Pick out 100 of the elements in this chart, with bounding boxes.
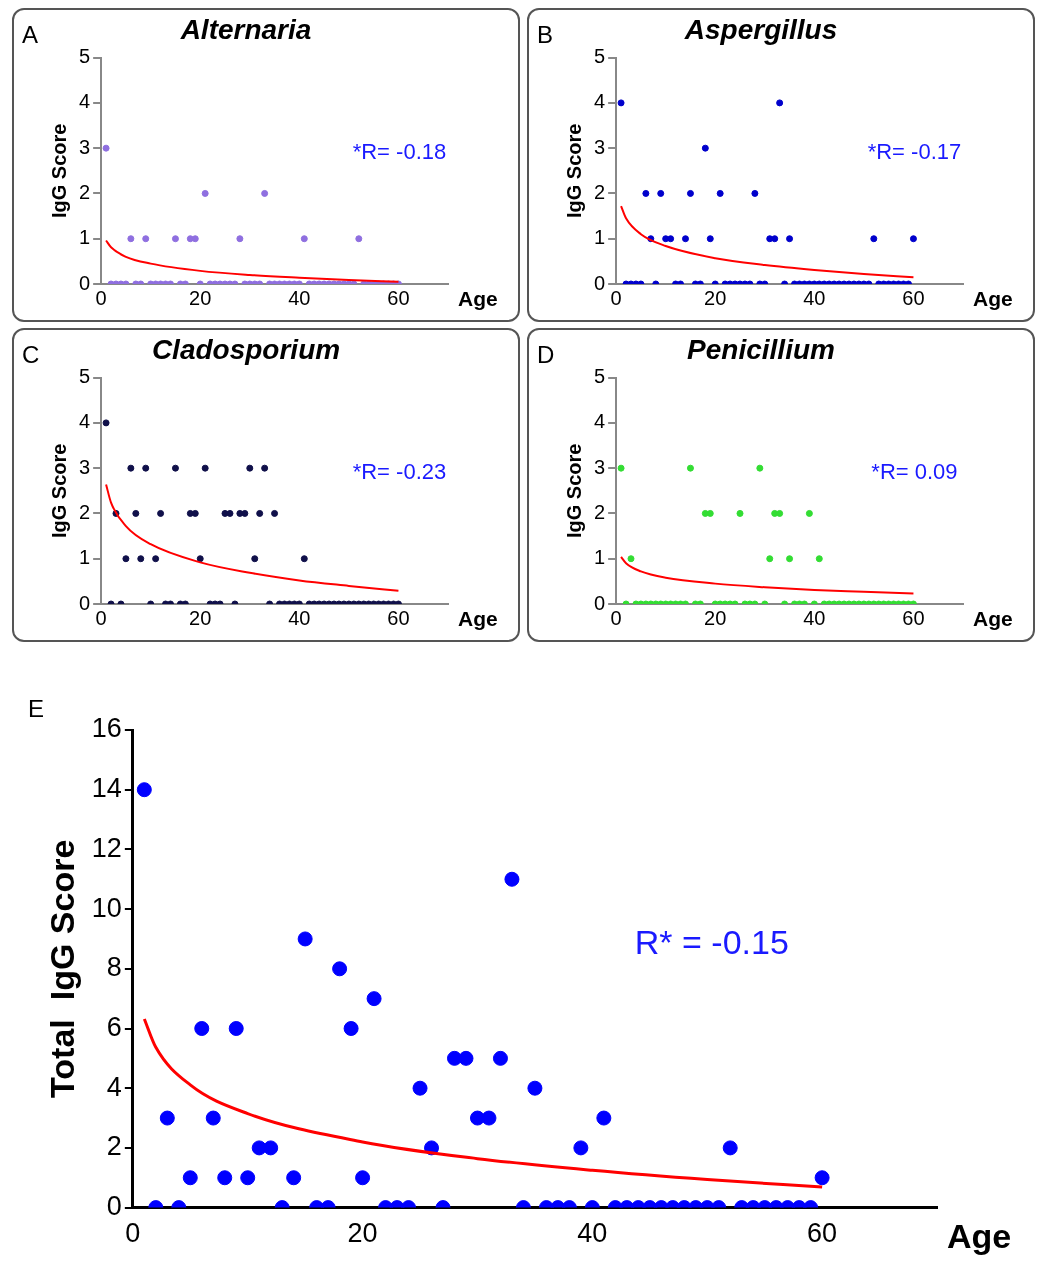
- y-axis-title: IgG Score: [562, 123, 585, 219]
- y-tick-label: 0: [594, 591, 606, 614]
- line-series: [105, 483, 400, 592]
- line-series: [620, 555, 915, 595]
- y-tick-label: 4: [594, 90, 606, 113]
- x-tick-label: 60: [387, 606, 410, 629]
- chart-title: Aspergillus: [683, 13, 838, 45]
- text: D: [537, 340, 555, 368]
- y-axis-title: IgG Score: [47, 443, 70, 539]
- x-tick-label: 60: [807, 1218, 838, 1249]
- y-tick-label: 1: [79, 226, 91, 249]
- x-tick-label: 40: [288, 286, 311, 309]
- x-tick-label: 20: [704, 606, 727, 629]
- point: [256, 509, 264, 517]
- point: [706, 235, 714, 243]
- y-axis-title: Total IgG Score: [42, 839, 81, 1098]
- y-tick-label: 8: [106, 952, 122, 983]
- point: [251, 555, 259, 563]
- point: [132, 509, 140, 517]
- y-tick-label: 1: [594, 226, 606, 249]
- x-tick-label: 0: [610, 606, 622, 629]
- y-tick-label: 10: [91, 892, 122, 923]
- point: [805, 509, 813, 517]
- chart-title: Cladosporium: [151, 333, 341, 365]
- y-tick-label: 12: [91, 832, 122, 863]
- y-tick-label: 5: [79, 365, 91, 388]
- y-tick-label: 14: [91, 773, 122, 804]
- x-tick-label: 60: [387, 286, 410, 309]
- point: [127, 464, 135, 472]
- point: [152, 555, 160, 563]
- point: [271, 509, 279, 517]
- y-tick-label: 2: [594, 500, 606, 523]
- point: [300, 555, 308, 563]
- y-tick-label: 4: [79, 90, 91, 113]
- x-tick-label: 0: [125, 1218, 141, 1249]
- point: [171, 464, 179, 472]
- y-tick-label: 2: [79, 500, 91, 523]
- y-tick-label: 0: [106, 1191, 122, 1222]
- point: [870, 235, 878, 243]
- x-axis-title: Age: [458, 607, 498, 631]
- annotation: *R= -0.23: [352, 458, 447, 484]
- point: [617, 464, 625, 472]
- y-tick-label: 4: [594, 410, 606, 433]
- point: [756, 464, 764, 472]
- x-tick-label: 40: [577, 1218, 608, 1249]
- point: [102, 419, 110, 427]
- y-tick-label: 0: [594, 271, 606, 294]
- point: [776, 99, 784, 107]
- y-tick-label: 1: [594, 546, 606, 569]
- point: [751, 189, 759, 197]
- point: [909, 235, 917, 243]
- point: [701, 144, 709, 152]
- line-series: [620, 205, 915, 279]
- point: [226, 509, 234, 517]
- annotation: *R= -0.18: [352, 138, 447, 164]
- point: [776, 509, 784, 517]
- point: [667, 235, 675, 243]
- y-axis-title: IgG Score: [47, 123, 70, 219]
- y-axis-title: IgG Score: [562, 443, 585, 539]
- x-tick-label: 20: [189, 286, 212, 309]
- x-axis-title: Age: [947, 1216, 1012, 1255]
- point: [137, 555, 145, 563]
- y-tick-label: 4: [79, 410, 91, 433]
- chart-title: Penicillium: [687, 333, 835, 365]
- annotation: *R= -0.17: [867, 138, 962, 164]
- point: [627, 555, 635, 563]
- point: [246, 464, 254, 472]
- y-tick-label: 16: [91, 713, 122, 744]
- y-tick-label: 5: [594, 45, 606, 68]
- point: [786, 555, 794, 563]
- y-tick-label: 6: [106, 1011, 122, 1042]
- x-tick-label: 20: [704, 286, 727, 309]
- annotation: R* = -0.15: [634, 923, 789, 962]
- x-tick-label: 20: [347, 1218, 378, 1249]
- x-tick-label: 60: [902, 606, 925, 629]
- y-tick-label: 0: [79, 591, 91, 614]
- point: [766, 555, 774, 563]
- x-tick-label: 60: [902, 286, 925, 309]
- y-tick-label: 3: [594, 135, 606, 158]
- y-tick-label: 3: [79, 455, 91, 478]
- point: [201, 464, 209, 472]
- point: [686, 464, 694, 472]
- x-axis-title: Age: [973, 607, 1013, 631]
- y-tick-label: 5: [594, 365, 606, 388]
- text: A: [22, 20, 39, 48]
- y-tick-label: 2: [594, 180, 606, 203]
- y-tick-label: 4: [106, 1071, 122, 1102]
- y-tick-label: 2: [79, 180, 91, 203]
- y-tick-label: 1: [79, 546, 91, 569]
- point: [642, 189, 650, 197]
- point: [122, 555, 130, 563]
- x-axis-title: Age: [973, 287, 1013, 311]
- point: [786, 235, 794, 243]
- line-series: [105, 239, 400, 283]
- point: [815, 555, 823, 563]
- y-tick-label: 5: [79, 45, 91, 68]
- annotation: *R= 0.09: [871, 458, 958, 484]
- point: [191, 509, 199, 517]
- x-tick-label: 0: [610, 286, 622, 309]
- y-tick-label: 3: [79, 135, 91, 158]
